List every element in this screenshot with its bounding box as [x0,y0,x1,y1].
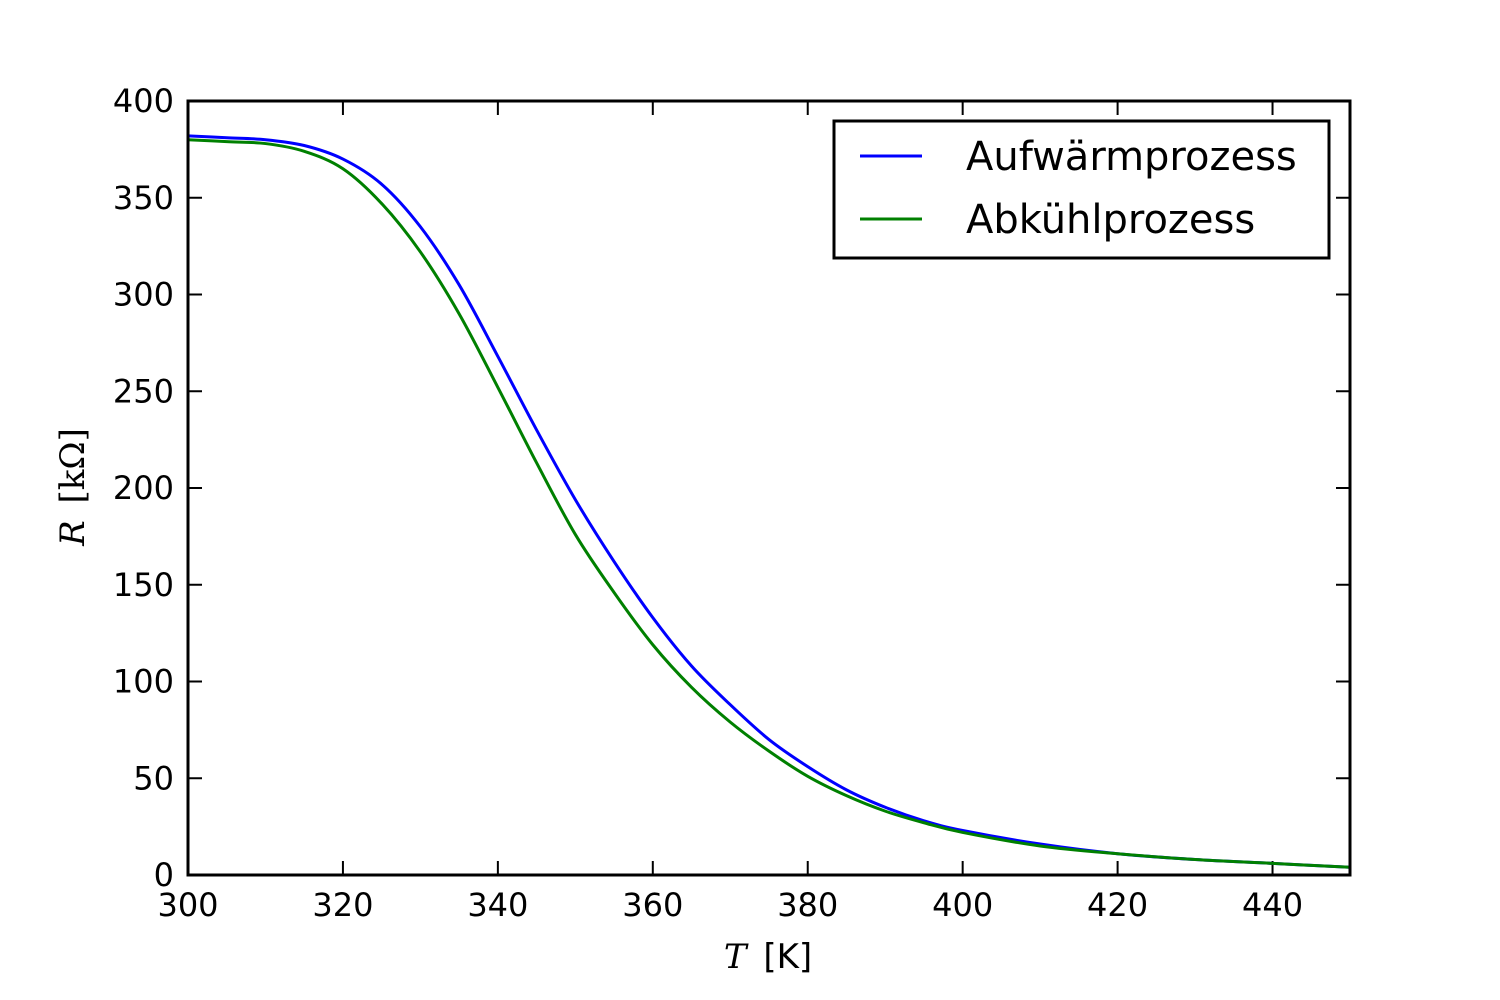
y-tick-label-250: 250 [113,372,174,410]
x-tick-label-420: 420 [1087,886,1148,924]
x-tick-label-360: 360 [622,886,683,924]
series-line-1 [187,138,1351,869]
y-axis-unit: [kΩ] [53,428,93,503]
x-tick-label-440: 440 [1242,886,1303,924]
y-axis-variable: R [53,520,93,547]
x-axis-label: T [K] [724,937,812,977]
x-axis-unit: [K] [763,937,812,977]
y-tick-label-300: 300 [113,276,174,314]
y-tick-label-150: 150 [113,566,174,604]
x-tick-label-400: 400 [932,886,993,924]
y-tick-label-0: 0 [154,856,174,894]
legend-label-abkuehlprozess: Abkühlprozess [966,197,1255,243]
x-tick-label-320: 320 [312,886,373,924]
legend-box [832,119,1331,260]
x-tick-label-380: 380 [777,886,838,924]
y-tick-label-200: 200 [113,469,174,507]
plot-frame [186,99,1352,877]
y-tick-label-400: 400 [113,82,174,120]
x-tick-label-340: 340 [467,886,528,924]
y-axis-label: R [kΩ] [53,428,93,547]
y-tick-label-50: 50 [133,759,174,797]
legend: Aufwärmprozess Abkühlprozess [832,119,1331,260]
axis-ticks [187,100,1350,876]
y-tick-label-100: 100 [113,663,174,701]
y-tick-label-350: 350 [113,179,174,217]
series-line-0 [187,134,1351,869]
tick-labels: 300 320 340 360 380 400 420 440 0 50 100 150 200 250 3… [113,82,1303,924]
legend-label-aufwaermprozess: Aufwärmprozess [966,134,1297,180]
x-axis-variable: T [724,937,749,977]
series-layer [187,134,1351,869]
x-tick-label-300: 300 [157,886,218,924]
